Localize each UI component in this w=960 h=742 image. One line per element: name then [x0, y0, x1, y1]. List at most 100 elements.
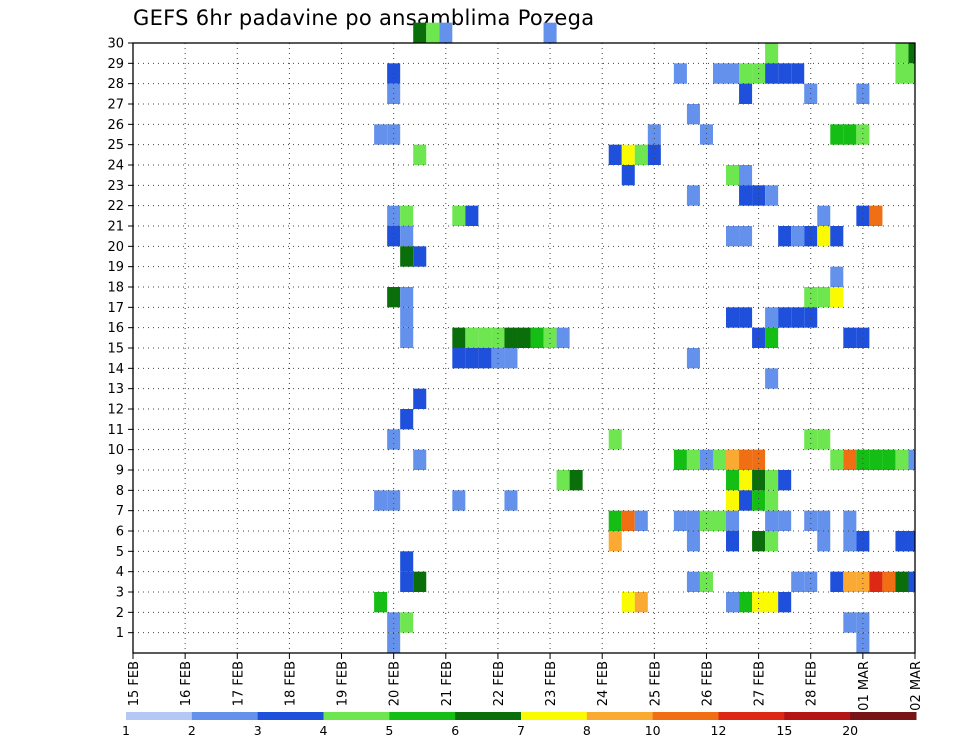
- heatmap-cell: [856, 327, 870, 348]
- heatmap-cell: [804, 307, 818, 328]
- heatmap-cell: [752, 449, 766, 470]
- heatmap-cell: [778, 510, 792, 531]
- colorbar-swatch: [389, 712, 456, 720]
- heatmap-cell: [726, 592, 740, 613]
- y-tick-label: 13: [107, 382, 124, 397]
- heatmap-cell: [452, 348, 466, 369]
- x-tick-label: 25 FEB: [648, 661, 663, 706]
- heatmap-cell: [400, 226, 414, 247]
- heatmap-cell: [726, 449, 740, 470]
- heatmap-cell: [621, 165, 635, 186]
- heatmap-cell: [686, 185, 700, 206]
- heatmap-cell: [686, 531, 700, 552]
- y-tick-label: 20: [107, 240, 124, 255]
- heatmap-cell: [843, 531, 857, 552]
- heatmap-cell: [739, 592, 753, 613]
- heatmap-cell: [569, 470, 583, 491]
- heatmap-cell: [504, 327, 518, 348]
- y-tick-label: 25: [107, 138, 124, 153]
- heatmap-cell: [765, 327, 779, 348]
- colorbar-swatch: [323, 712, 390, 720]
- colorbar-swatch: [586, 712, 654, 720]
- heatmap-cell: [843, 327, 857, 348]
- heatmap-cell: [517, 327, 531, 348]
- heatmap-cell: [882, 571, 896, 592]
- x-tick-label: 19 FEB: [336, 661, 351, 706]
- colorbar-swatch: [521, 712, 588, 720]
- heatmap-cell: [726, 531, 740, 552]
- heatmap-cell: [726, 307, 740, 328]
- y-tick-label: 21: [107, 220, 124, 235]
- x-tick-label: 24 FEB: [596, 661, 611, 706]
- heatmap-cell: [752, 490, 766, 511]
- heatmap-cell: [400, 551, 414, 572]
- y-tick-label: 24: [107, 159, 124, 174]
- heatmap-cell: [830, 124, 844, 145]
- heatmap-cell: [387, 632, 401, 653]
- heatmap-cell: [686, 104, 700, 125]
- heatmap-cell: [465, 327, 479, 348]
- heatmap-cell: [739, 470, 753, 491]
- y-tick-label: 27: [107, 98, 124, 113]
- heatmap-cell: [400, 327, 414, 348]
- heatmap-cell: [895, 449, 909, 470]
- heatmap-cell: [752, 592, 766, 613]
- colorbar-label: 12: [711, 723, 727, 738]
- y-tick-label: 22: [107, 199, 124, 214]
- heatmap-cell: [830, 266, 844, 287]
- heatmap-cell: [726, 226, 740, 247]
- y-tick-label: 8: [116, 484, 124, 499]
- x-tick-label: 26 FEB: [700, 661, 715, 706]
- heatmap-cell: [699, 124, 713, 145]
- colorbar-label: 8: [583, 723, 591, 738]
- heatmap-cell: [621, 592, 635, 613]
- heatmap-cell: [843, 612, 857, 633]
- y-tick-label: 29: [107, 57, 124, 72]
- heatmap-cell: [374, 124, 388, 145]
- heatmap-cell: [634, 144, 648, 165]
- heatmap-cell: [543, 327, 557, 348]
- x-tick-label: 21 FEB: [440, 661, 455, 706]
- chart-title: GEFS 6hr padavine po ansamblima Pozega: [133, 6, 595, 30]
- heatmap-cell: [908, 531, 915, 552]
- y-tick-label: 26: [107, 118, 124, 133]
- heatmap-cell: [478, 327, 492, 348]
- heatmap-cell: [830, 571, 844, 592]
- heatmap-cell: [478, 348, 492, 369]
- heatmap-cell: [726, 470, 740, 491]
- heatmap-cell: [843, 124, 857, 145]
- heatmap-cell: [856, 449, 870, 470]
- heatmap-cell: [739, 307, 753, 328]
- colorbar-swatch: [126, 712, 193, 720]
- heatmap-cell: [895, 43, 909, 64]
- y-tick-label: 14: [107, 362, 124, 377]
- colorbar-label: 3: [254, 723, 262, 738]
- y-tick-label: 4: [116, 565, 124, 580]
- heatmap-cell: [830, 449, 844, 470]
- heatmap-cell: [387, 287, 401, 308]
- colorbar-label: 15: [776, 723, 792, 738]
- heatmap-cell: [491, 327, 505, 348]
- heatmap-cell: [765, 531, 779, 552]
- heatmap-cell: [856, 612, 870, 633]
- heatmap-cell: [752, 470, 766, 491]
- heatmap-cell: [895, 531, 909, 552]
- heatmap-cell: [413, 449, 427, 470]
- y-tick-label: 28: [107, 77, 124, 92]
- heatmap-cell: [804, 571, 818, 592]
- y-tick-label: 2: [116, 606, 124, 621]
- x-tick-label: 22 FEB: [492, 661, 507, 706]
- heatmap-cell: [413, 571, 427, 592]
- y-tick-label: 23: [107, 179, 124, 194]
- heatmap-cell: [686, 571, 700, 592]
- heatmap-cell: [830, 287, 844, 308]
- colorbar-swatch: [191, 712, 259, 720]
- heatmap-cell: [869, 449, 883, 470]
- heatmap-cell: [726, 490, 740, 511]
- heatmap-cell: [739, 63, 753, 84]
- x-tick-label: 01 MAR: [857, 661, 872, 711]
- heatmap-cell: [400, 307, 414, 328]
- heatmap-cell: [426, 22, 440, 43]
- heatmap-cell: [804, 429, 818, 450]
- heatmap-cell: [387, 205, 401, 226]
